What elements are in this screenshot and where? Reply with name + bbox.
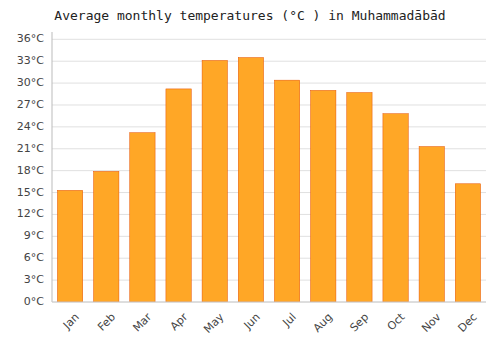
x-tick-label: Aug [311,311,335,335]
x-axis-line [52,302,486,303]
bar [455,184,480,302]
grid-line [52,104,486,105]
bar [238,58,263,302]
grid-line [52,61,486,62]
grid-line [52,302,486,303]
x-tick-label: Apr [168,310,191,333]
y-tick-label: 21°C [17,142,44,155]
bars [57,58,480,302]
x-axis: Jan Feb Mar Apr May Jun Jul Aug Sep Oct Nov Dec [52,302,486,336]
bar [311,90,336,302]
y-axis-line [52,32,53,302]
grid [52,39,486,302]
y-tick-label: 0°C [24,295,44,308]
grid-line [52,83,486,84]
x-tick-label: Jan [60,311,82,333]
x-tick-label: Sep [347,311,371,335]
bar [94,171,119,302]
y-tick-label: 33°C [17,54,44,67]
y-axis: 0°C 3°C 6°C 9°C 12°C 15°C 18°C 21°C 24°C 27°C 30°C… [17,32,52,308]
y-tick-label: 15°C [17,186,44,199]
y-tick-label: 30°C [17,76,44,89]
bar [202,60,227,302]
bar [166,89,191,302]
bar [274,80,299,302]
y-tick-label: 3°C [24,273,44,286]
bar [419,147,444,302]
y-tick-label: 6°C [24,251,44,264]
x-tick-label: Jun [241,311,263,333]
x-tick-label: Dec [455,311,479,335]
x-tick-label: Oct [385,310,408,333]
bar [57,190,82,302]
y-tick-label: 36°C [17,32,44,45]
y-tick-label: 18°C [17,164,44,177]
x-tick-label: May [201,310,227,336]
bar [347,93,372,302]
x-tick-label: Mar [130,310,154,334]
x-tick-label: Jul [280,311,299,330]
y-tick-label: 27°C [17,98,44,111]
grid-line [52,126,486,127]
y-tick-label: 9°C [24,229,44,242]
bar [130,133,155,302]
y-tick-label: 12°C [17,207,44,220]
x-tick-label: Feb [95,311,118,334]
y-tick-label: 24°C [17,120,44,133]
x-tick-label: Nov [419,310,444,335]
title: Average monthly temperatures (°C ) in Mu… [54,8,445,23]
bar [383,114,408,302]
grid-line [52,39,486,40]
chart: 0°C 3°C 6°C 9°C 12°C 15°C 18°C 21°C 24°C 27°C 30°C… [0,0,500,350]
